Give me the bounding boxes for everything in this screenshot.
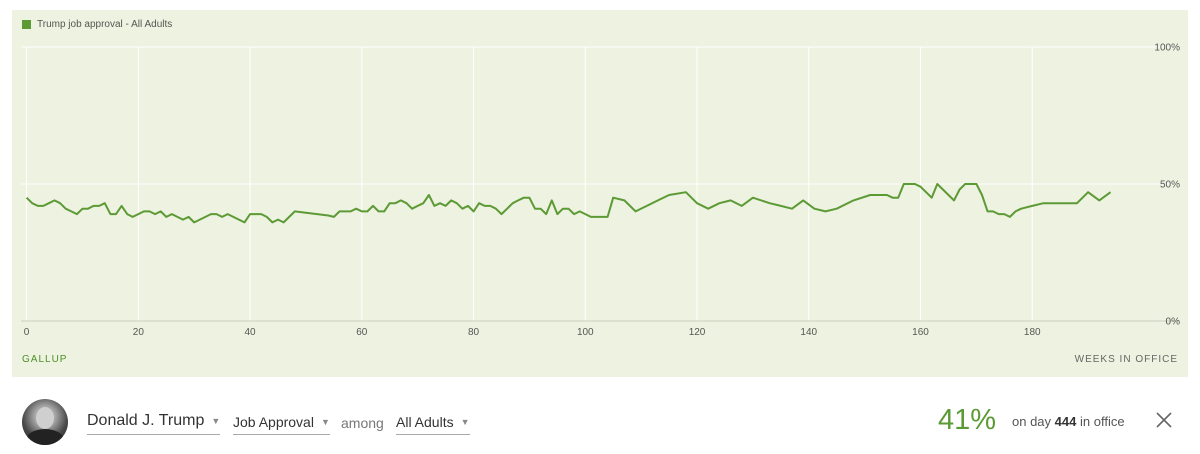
x-tick-label: 100 bbox=[577, 327, 594, 338]
avatar-face bbox=[36, 407, 54, 429]
avatar bbox=[22, 399, 68, 445]
x-tick-label: 80 bbox=[468, 327, 480, 338]
president-name: Donald J. Trump bbox=[87, 412, 205, 429]
day-suffix: in office bbox=[1080, 414, 1125, 429]
line-chart: 0 20 40 60 80 100 120 140 160 180 0% 50% 100% bbox=[21, 43, 1181, 338]
chart-panel: 0 20 40 60 80 100 120 140 160 180 0% 50% 100% Trump … bbox=[12, 10, 1188, 377]
x-tick-label: 60 bbox=[356, 327, 368, 338]
legend: Trump job approval - All Adults bbox=[22, 19, 172, 30]
series-line bbox=[25, 183, 1112, 224]
metric-label: Job Approval bbox=[233, 414, 314, 430]
x-tick-label: 40 bbox=[245, 327, 257, 338]
day-prefix: on day bbox=[1012, 414, 1052, 429]
x-tick-label: 20 bbox=[133, 327, 145, 338]
x-tick-label: 140 bbox=[800, 327, 817, 338]
info-bar: Donald J. Trump ▼ Job Approval ▼ among A… bbox=[12, 384, 1188, 454]
x-tick-label: 0 bbox=[24, 327, 30, 338]
population-label: All Adults bbox=[396, 414, 454, 430]
close-icon[interactable] bbox=[1150, 406, 1178, 434]
population-dropdown[interactable]: All Adults ▼ bbox=[396, 414, 470, 435]
chevron-down-icon: ▼ bbox=[460, 417, 470, 427]
president-dropdown[interactable]: Donald J. Trump ▼ bbox=[87, 412, 221, 435]
day-in-office: on day 444 in office bbox=[1012, 414, 1125, 429]
source-label: GALLUP bbox=[22, 354, 68, 365]
avatar-suit bbox=[26, 429, 64, 445]
legend-swatch bbox=[22, 20, 31, 29]
x-tick-label: 160 bbox=[912, 327, 929, 338]
chevron-down-icon: ▼ bbox=[211, 416, 221, 426]
chevron-down-icon: ▼ bbox=[320, 417, 330, 427]
x-tick-label: 120 bbox=[689, 327, 706, 338]
day-number: 444 bbox=[1054, 414, 1077, 429]
legend-label: Trump job approval - All Adults bbox=[37, 19, 173, 30]
x-axis-title: WEEKS IN OFFICE bbox=[1074, 354, 1178, 365]
y-tick-label: 50% bbox=[1160, 180, 1180, 191]
metric-dropdown[interactable]: Job Approval ▼ bbox=[233, 414, 330, 435]
current-approval-value: 41% bbox=[938, 404, 997, 436]
among-label: among bbox=[341, 415, 384, 431]
y-tick-label: 100% bbox=[1154, 43, 1180, 54]
x-tick-label: 180 bbox=[1024, 327, 1041, 338]
y-tick-label: 0% bbox=[1166, 317, 1181, 328]
